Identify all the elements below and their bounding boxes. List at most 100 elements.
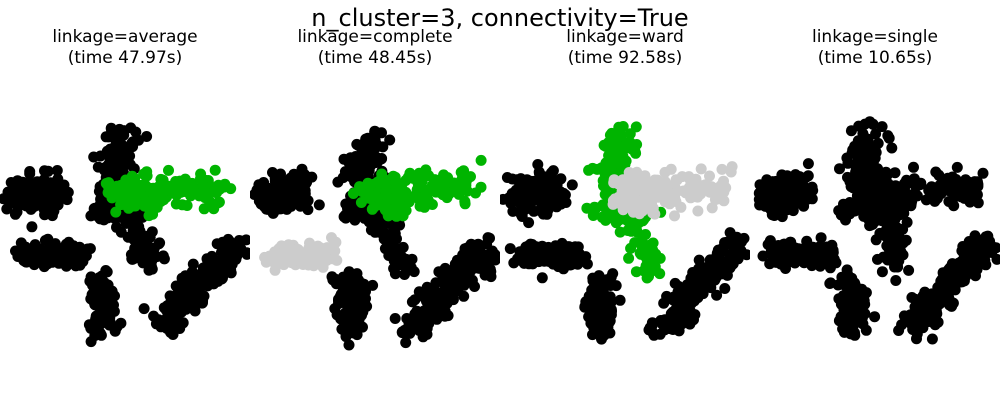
scatter-point <box>853 314 865 326</box>
scatter-point <box>258 201 270 212</box>
scatter-point <box>848 205 860 217</box>
scatter-point <box>455 166 467 178</box>
scatter-point <box>790 169 801 181</box>
scatter-point <box>711 289 723 301</box>
scatter-point <box>546 200 558 212</box>
scatter-point <box>90 317 101 329</box>
scatter-point <box>165 326 176 338</box>
scatter-point <box>336 323 348 335</box>
scatter-point <box>413 325 425 336</box>
scatter-point <box>180 178 192 190</box>
scatter-point <box>929 195 941 207</box>
scatter-point <box>124 159 136 170</box>
subplot-title: linkage=average (time 47.97s) <box>0 27 250 69</box>
scatter-point <box>859 159 871 171</box>
scatter-point <box>784 199 796 211</box>
scatter-point <box>853 289 865 301</box>
scatter-point <box>507 205 519 217</box>
scatter-point <box>621 214 633 226</box>
scatter-point <box>148 310 160 322</box>
scatter-point <box>886 142 898 154</box>
scatter-point <box>439 280 451 292</box>
scatter-point <box>872 253 883 265</box>
scatter-point <box>858 299 870 310</box>
scatter-point <box>958 192 970 204</box>
scatter-point <box>175 304 187 316</box>
scatter-point <box>799 256 811 268</box>
scatter-point <box>793 187 805 198</box>
scatter-point <box>556 244 568 256</box>
scatter-point <box>532 159 544 170</box>
scatter-point <box>384 134 396 146</box>
scatter-point <box>620 178 632 190</box>
scatter-point <box>688 183 700 195</box>
scatter-point <box>516 210 528 221</box>
scatter-point <box>613 191 624 203</box>
scatter-point <box>735 245 747 257</box>
scatter-point <box>143 264 155 276</box>
scatter-point <box>668 305 680 317</box>
scatter-point <box>614 226 626 238</box>
scatter-point <box>587 162 599 174</box>
scatter-point <box>216 263 228 275</box>
scatter-point <box>430 277 442 289</box>
scatter-point <box>39 165 50 177</box>
scatter-point <box>871 181 883 193</box>
scatter-point <box>977 167 989 179</box>
scatter-point <box>704 170 715 182</box>
scatter-point <box>593 270 605 282</box>
scatter-point <box>447 294 459 306</box>
scatter-point <box>630 266 642 278</box>
figure-title: n_cluster=3, connectivity=True <box>311 4 689 32</box>
scatter-point <box>631 194 642 206</box>
cluster-left-blob <box>753 158 819 223</box>
scatter-point <box>508 257 520 269</box>
scatter-point <box>421 286 433 298</box>
scatter-point <box>587 302 599 314</box>
scatter-point <box>42 233 54 245</box>
scatter-point <box>118 125 130 137</box>
scatter-point <box>870 234 882 246</box>
scatter-point <box>607 206 619 218</box>
scatter-point <box>535 194 546 206</box>
scatter-point <box>846 272 858 284</box>
scatter-point <box>269 264 281 276</box>
scatter-point <box>646 317 658 329</box>
scatter-point <box>448 185 460 197</box>
scatter-point <box>889 167 901 179</box>
scatter-point <box>363 135 375 147</box>
scatter-point <box>111 144 123 156</box>
scatter-point <box>617 121 629 132</box>
scatter-point <box>376 127 387 139</box>
scatter-point <box>605 161 617 172</box>
scatter-point <box>786 241 798 253</box>
scatter-point <box>968 243 980 255</box>
scatter-point <box>115 226 127 238</box>
scatter-point <box>789 257 801 269</box>
scatter-point <box>630 121 642 133</box>
scatter-point <box>859 132 871 144</box>
scatter-point <box>437 189 449 201</box>
scatter-point <box>889 230 901 242</box>
scatter-point <box>353 300 365 312</box>
scatter-point <box>899 191 911 203</box>
scatter-point <box>718 186 730 198</box>
scatter-point <box>794 194 805 206</box>
scatter-point <box>911 190 923 202</box>
scatter-point <box>692 205 704 217</box>
scatter-point <box>569 243 580 254</box>
scatter-point <box>724 238 736 250</box>
scatter-point <box>26 221 38 233</box>
scatter-point <box>356 143 368 155</box>
scatter-point <box>802 170 814 182</box>
scatter-point <box>224 236 236 248</box>
scatter-point <box>485 266 497 278</box>
scatter-point <box>66 249 78 260</box>
scatter-point <box>367 202 379 214</box>
scatter-point <box>890 275 902 286</box>
subplot-title: linkage=complete (time 48.45s) <box>250 27 500 69</box>
scatter-point <box>840 214 851 226</box>
scatter-point <box>391 233 402 245</box>
scatter-point <box>161 312 173 324</box>
scatter-point <box>867 118 879 130</box>
